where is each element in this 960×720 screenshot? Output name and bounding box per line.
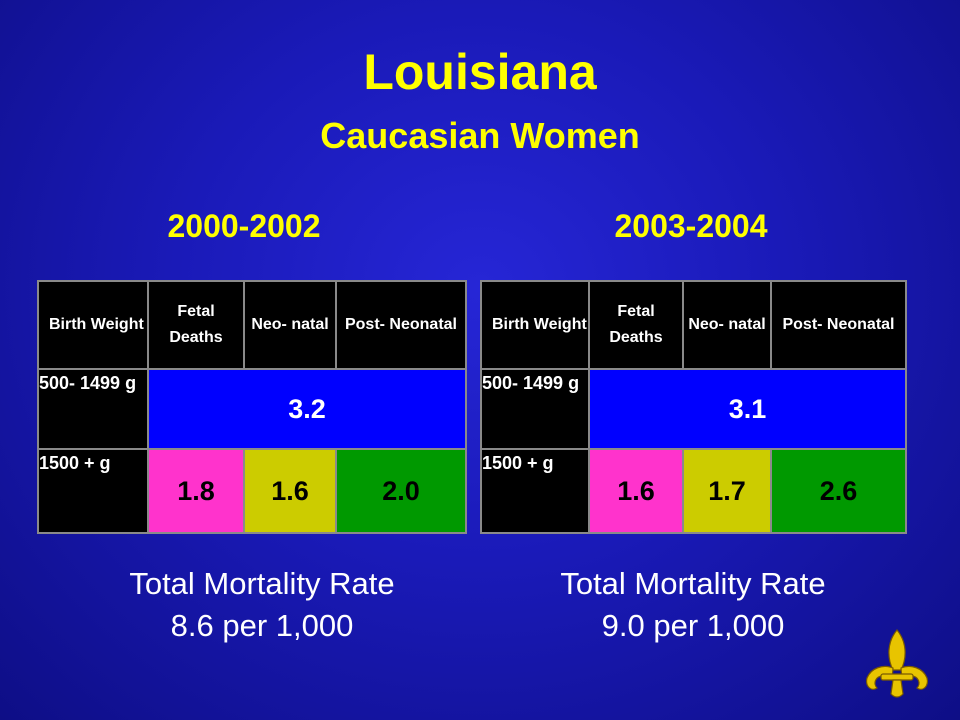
postneonatal-rate-cell: 2.0 — [335, 448, 467, 534]
neonatal-rate-cell: 1.6 — [243, 448, 337, 534]
total-rate-value-2: 9.0 per 1,000 — [601, 608, 785, 643]
slide-title: Louisiana — [363, 44, 597, 100]
header-postneonatal: Post- Neonatal — [335, 280, 467, 370]
combined-rate-cell: 3.1 — [588, 368, 907, 450]
fetal-rate-cell: 1.8 — [147, 448, 245, 534]
row-label-low-weight: 500- 1499 g — [37, 368, 149, 450]
header-postneonatal: Post- Neonatal — [770, 280, 907, 370]
mortality-table-1: Birth Weight Fetal Deaths Neo- natal Pos… — [37, 280, 467, 534]
table-header-row: Birth Weight Fetal Deaths Neo- natal Pos… — [37, 280, 467, 370]
postneonatal-rate-cell: 2.6 — [770, 448, 907, 534]
period-label-1: 2000-2002 — [167, 208, 321, 244]
table-row: 500- 1499 g 3.2 — [37, 368, 467, 450]
row-label-high-weight: 1500 + g — [480, 448, 590, 534]
total-rate-value-1: 8.6 per 1,000 — [170, 608, 354, 643]
header-neonatal: Neo- natal — [243, 280, 337, 370]
fleur-de-lis-icon — [866, 629, 928, 698]
header-fetal-deaths: Fetal Deaths — [147, 280, 245, 370]
table-header-row: Birth Weight Fetal Deaths Neo- natal Pos… — [480, 280, 907, 370]
table-row: 1500 + g 1.8 1.6 2.0 — [37, 448, 467, 534]
header-birth-weight: Birth Weight — [480, 280, 590, 370]
neonatal-rate-cell: 1.7 — [682, 448, 772, 534]
period-label-2: 2003-2004 — [614, 208, 768, 244]
row-label-high-weight: 1500 + g — [37, 448, 149, 534]
row-label-low-weight: 500- 1499 g — [480, 368, 590, 450]
table-row: 500- 1499 g 3.1 — [480, 368, 907, 450]
header-birth-weight: Birth Weight — [37, 280, 149, 370]
combined-rate-cell: 3.2 — [147, 368, 467, 450]
slide-subtitle: Caucasian Women — [320, 115, 640, 156]
fetal-rate-cell: 1.6 — [588, 448, 684, 534]
mortality-table-2: Birth Weight Fetal Deaths Neo- natal Pos… — [480, 280, 907, 534]
table-row: 1500 + g 1.6 1.7 2.6 — [480, 448, 907, 534]
total-rate-label-1: Total Mortality Rate — [129, 566, 395, 601]
header-neonatal: Neo- natal — [682, 280, 772, 370]
total-rate-label-2: Total Mortality Rate — [560, 566, 826, 601]
header-fetal-deaths: Fetal Deaths — [588, 280, 684, 370]
